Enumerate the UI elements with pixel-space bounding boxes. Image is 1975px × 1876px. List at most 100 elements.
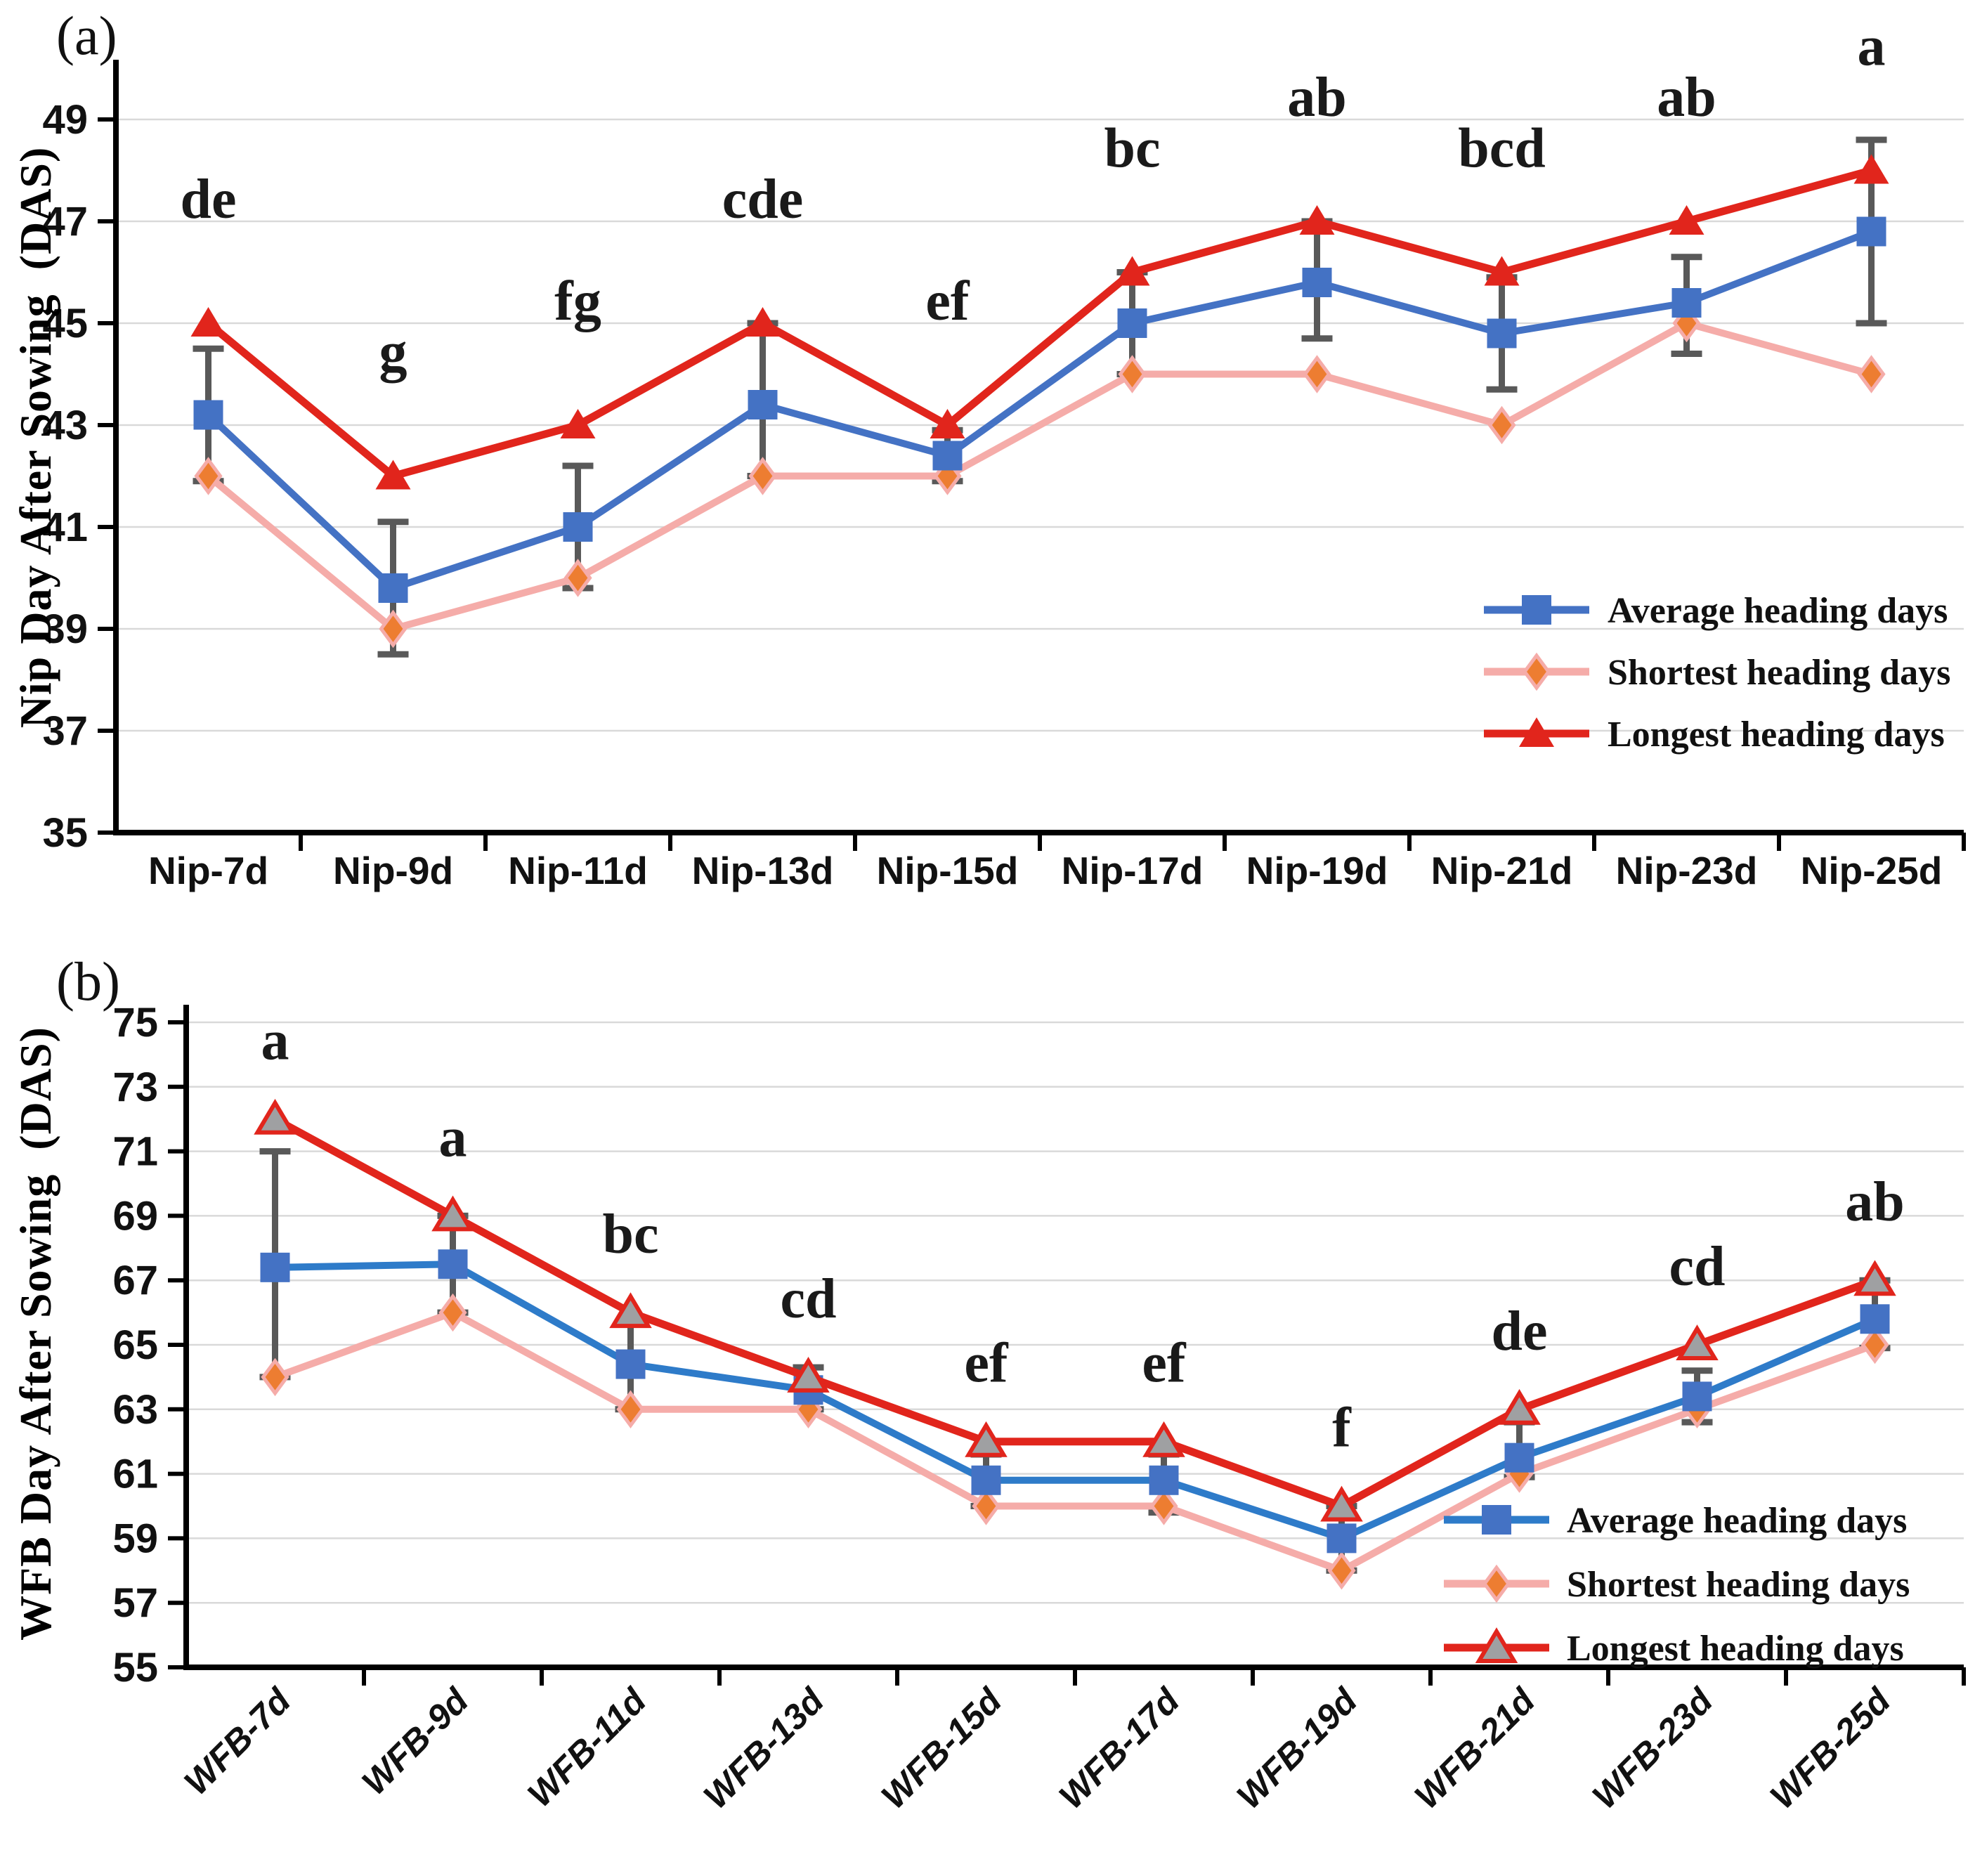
significance-letter: fg xyxy=(554,271,601,332)
shortest-heading-days-line xyxy=(204,320,1875,632)
average-heading-days-square-marker xyxy=(1149,1465,1179,1495)
longest-heading-days-triangle-marker xyxy=(1853,154,1889,184)
shortest-heading-days-diamond-marker xyxy=(1118,355,1147,393)
average-heading-days-square-marker xyxy=(1682,1381,1712,1412)
longest-heading-days-triangle-marker xyxy=(1114,256,1150,286)
y-tick-label: 61 xyxy=(112,1452,158,1497)
series-shortest-heading-days xyxy=(261,1293,1889,1590)
significance-letter: de xyxy=(181,169,237,230)
y-tick-label: 73 xyxy=(112,1064,158,1110)
y-tick-label: 71 xyxy=(112,1129,158,1175)
longest-heading-days-triangle-marker xyxy=(609,1292,652,1329)
longest-heading-days-line xyxy=(271,1115,1879,1510)
significance-letter: bcd xyxy=(1458,118,1546,180)
longest-heading-days-triangle-marker xyxy=(431,1195,474,1232)
legend-label: Longest heading days xyxy=(1567,1629,1904,1669)
panel-a-label: (a) xyxy=(56,5,117,66)
shortest-heading-days-diamond-marker xyxy=(563,559,592,597)
y-tick-label: 41 xyxy=(42,504,88,550)
longest-heading-days-triangle-marker xyxy=(1142,1421,1185,1457)
x-tick-label: WFB-15d xyxy=(873,1680,1010,1816)
longest-heading-days-triangle-marker xyxy=(1853,1260,1896,1296)
x-tick-label: Nip-25d xyxy=(1801,849,1943,892)
longest-heading-days-triangle-marker xyxy=(965,1421,1008,1457)
shortest-heading-days-diamond-marker xyxy=(748,457,777,495)
longest-heading-days-triangle-marker xyxy=(375,460,411,490)
legend-label: Average heading days xyxy=(1567,1501,1907,1541)
legend-square-marker xyxy=(1522,595,1551,625)
shortest-heading-days-diamond-marker xyxy=(379,609,408,649)
average-heading-days-square-marker xyxy=(1860,1304,1890,1334)
significance-letter: g xyxy=(379,322,408,384)
x-tick-label: Nip-21d xyxy=(1431,849,1573,892)
legend-diamond-marker xyxy=(1522,652,1551,691)
y-tick-label: 59 xyxy=(112,1516,158,1561)
y-tick-label: 57 xyxy=(112,1580,158,1626)
y-tick-label: 39 xyxy=(42,606,88,652)
longest-heading-days-triangle-marker xyxy=(1299,205,1335,235)
series-average-heading-days xyxy=(260,1249,1890,1553)
y-tick-label: 47 xyxy=(42,199,88,245)
y-tick-label: 69 xyxy=(112,1193,158,1239)
x-tick-label: WFB-25d xyxy=(1762,1680,1898,1816)
longest-heading-days-triangle-marker xyxy=(1484,256,1520,286)
longest-heading-days-triangle-marker xyxy=(254,1098,296,1135)
shortest-heading-days-diamond-marker xyxy=(616,1390,645,1429)
shortest-heading-days-diamond-marker xyxy=(438,1293,467,1332)
significance-letter: a xyxy=(261,1010,289,1072)
series-average-heading-days xyxy=(193,216,1886,603)
longest-heading-days-triangle-marker xyxy=(190,307,226,337)
significance-letter: a xyxy=(439,1107,467,1168)
y-tick-label: 49 xyxy=(42,97,88,143)
shortest-heading-days-diamond-marker xyxy=(1487,405,1516,445)
significance-letter: ab xyxy=(1657,67,1716,129)
significance-letter: bc xyxy=(1104,118,1161,180)
significance-letter: ab xyxy=(1845,1171,1905,1233)
x-tick-label: Nip-23d xyxy=(1616,849,1758,892)
panel-a: 35 37 39 41 43 45 47 49 Nip-7d Nip-9d Nip-11d Nip-1… xyxy=(42,16,1966,892)
y-tick-label: 43 xyxy=(42,403,88,448)
longest-heading-days-line xyxy=(204,167,1875,480)
shortest-heading-days-diamond-marker xyxy=(1860,1325,1889,1364)
longest-heading-days-triangle-marker xyxy=(1320,1485,1363,1522)
average-heading-days-square-marker xyxy=(748,390,778,419)
longest-heading-days-triangle-marker xyxy=(930,409,965,438)
legend-label: Shortest heading days xyxy=(1608,653,1950,693)
average-heading-days-line xyxy=(271,1261,1879,1542)
average-heading-days-square-marker xyxy=(615,1349,646,1379)
average-heading-days-square-marker xyxy=(932,441,963,471)
average-heading-days-square-marker xyxy=(1117,308,1147,338)
legend-item-average-heading-days: Average heading days xyxy=(1444,1501,1907,1541)
legend-triangle-marker xyxy=(1475,1627,1518,1663)
shortest-heading-days-diamond-marker xyxy=(261,1357,289,1397)
longest-heading-days-triangle-marker xyxy=(1676,1324,1719,1360)
x-tick-label: Nip-17d xyxy=(1062,849,1204,892)
significance-letter: de xyxy=(1492,1301,1548,1362)
legend-label: Shortest heading days xyxy=(1567,1565,1910,1605)
y-tick-label: 45 xyxy=(42,301,88,346)
significance-letter: ef xyxy=(925,271,970,332)
longest-heading-days-triangle-marker xyxy=(560,409,596,438)
legend-item-shortest-heading-days: Shortest heading days xyxy=(1484,652,1950,693)
x-tick-label: WFB-13d xyxy=(696,1680,832,1816)
significance-letter: f xyxy=(1332,1398,1352,1459)
legend-item-average-heading-days: Average heading days xyxy=(1484,591,1948,631)
average-heading-days-square-marker xyxy=(1487,318,1517,349)
x-tick-label: WFB-19d xyxy=(1229,1680,1365,1816)
significance-letter: cde xyxy=(722,169,804,230)
x-tick-label: Nip-11d xyxy=(508,849,648,892)
longest-heading-days-triangle-marker xyxy=(1669,205,1705,235)
x-tick-label: Nip-9d xyxy=(333,849,453,892)
legend-item-shortest-heading-days: Shortest heading days xyxy=(1444,1564,1910,1605)
x-tick-label: Nip-19d xyxy=(1246,849,1388,892)
panel-b-y-axis-title: WFB Day After Sowing (DAS) xyxy=(11,1027,60,1641)
significance-letter: bc xyxy=(603,1204,659,1265)
series-longest-heading-days xyxy=(254,1098,1896,1522)
y-tick-label: 75 xyxy=(112,1000,158,1046)
y-tick-label: 55 xyxy=(112,1645,158,1691)
average-heading-days-square-marker xyxy=(1302,268,1332,297)
y-tick-label: 67 xyxy=(112,1258,158,1303)
legend-label: Average heading days xyxy=(1608,591,1948,631)
shortest-heading-days-diamond-marker xyxy=(1327,1551,1356,1590)
